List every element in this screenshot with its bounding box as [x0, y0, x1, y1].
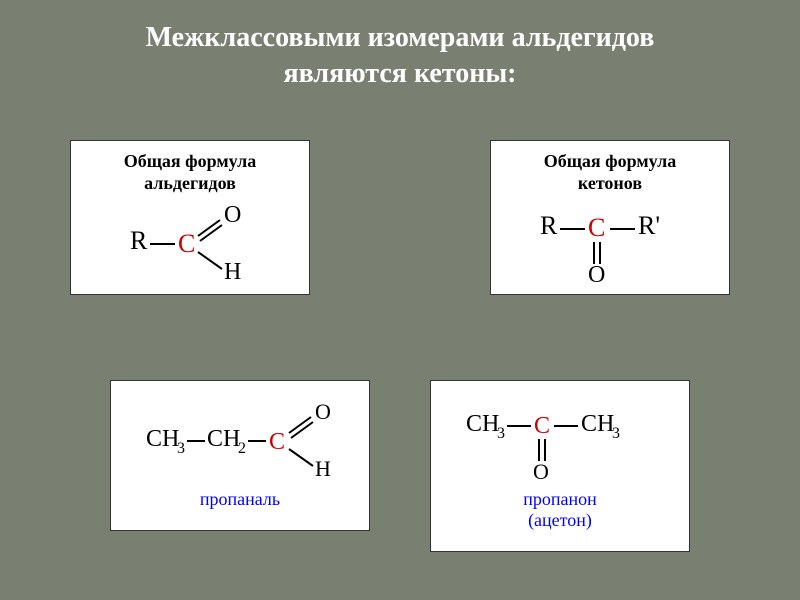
- svg-text:CH: CH: [207, 426, 240, 452]
- slide-title: Межклассовыми изомерами альдегидов являю…: [0, 20, 800, 93]
- title-line-2: являются кетоны:: [283, 58, 516, 89]
- svg-text:3: 3: [612, 425, 620, 442]
- svg-text:H: H: [315, 456, 331, 481]
- svg-text:R: R: [130, 226, 148, 255]
- aldehyde-general-formula-box: Общая формула альдегидов R C O H: [70, 140, 310, 295]
- propanal-box: CH 3 CH 2 C O H пропаналь: [110, 380, 370, 531]
- svg-text:O: O: [588, 262, 605, 284]
- propanone-name: пропанон (ацетон): [461, 489, 659, 531]
- aldehyde-structure: R C O H: [120, 204, 260, 284]
- svg-text:3: 3: [177, 440, 185, 457]
- ketone-structure: R C R' O: [530, 204, 690, 284]
- ketone-general-formula-box: Общая формула кетонов R C R' O: [490, 140, 730, 295]
- propanone-box: CH 3 C CH 3 O пропанон (ацетон): [430, 380, 690, 552]
- ketone-label: Общая формула кетонов: [511, 151, 709, 194]
- svg-text:H: H: [224, 259, 241, 284]
- svg-text:C: C: [588, 213, 605, 242]
- svg-text:C: C: [269, 429, 285, 455]
- svg-text:R: R: [540, 211, 558, 240]
- svg-text:C: C: [534, 413, 550, 439]
- title-line-1: Межклассовыми изомерами альдегидов: [146, 22, 655, 53]
- svg-text:O: O: [533, 459, 549, 481]
- svg-text:2: 2: [238, 440, 246, 457]
- svg-text:R': R': [638, 211, 660, 240]
- svg-text:CH: CH: [146, 426, 179, 452]
- svg-text:C: C: [178, 229, 195, 258]
- svg-text:3: 3: [497, 425, 505, 442]
- svg-text:O: O: [224, 204, 241, 228]
- svg-text:O: O: [315, 401, 331, 424]
- propanone-structure: CH 3 C CH 3 O: [461, 401, 661, 481]
- svg-text:CH: CH: [466, 411, 499, 437]
- propanal-structure: CH 3 CH 2 C O H: [141, 401, 351, 481]
- propanal-name: пропаналь: [141, 489, 339, 510]
- svg-text:CH: CH: [581, 411, 614, 437]
- aldehyde-label: Общая формула альдегидов: [91, 151, 289, 194]
